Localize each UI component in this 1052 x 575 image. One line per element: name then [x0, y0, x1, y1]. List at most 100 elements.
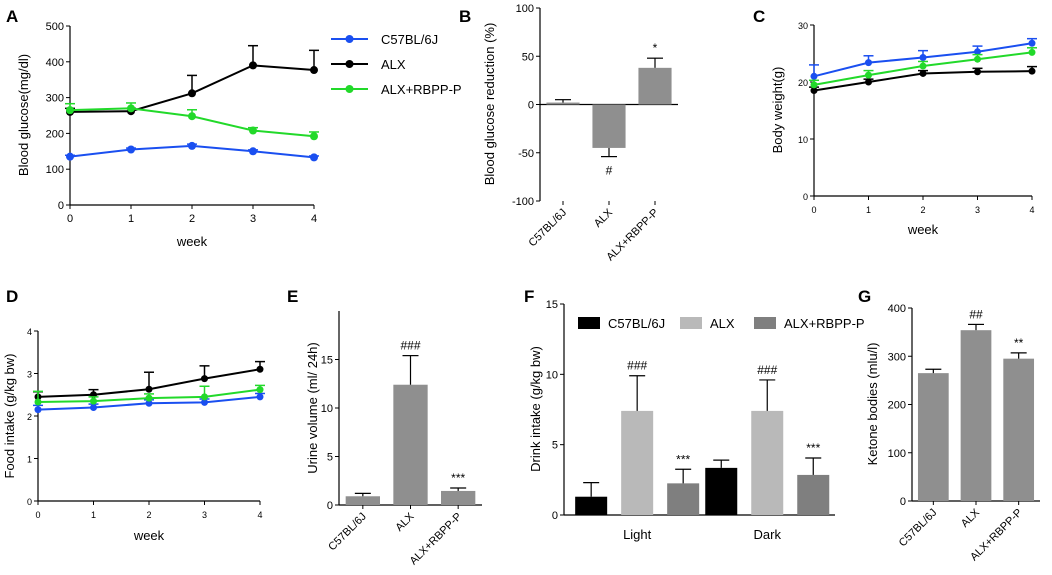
y-tick-label: 300 [888, 351, 906, 363]
legend-label-c57bl-6j: C57BL/6J [608, 316, 665, 331]
y-tick-label: 20 [798, 78, 808, 88]
y-tick-label: 300 [46, 93, 64, 105]
significance-marker: *** [451, 471, 465, 485]
data-point-c57bl-6j [810, 72, 818, 80]
data-point-c57bl-6j [127, 145, 135, 154]
y-axis-title-C: Body weight(g) [770, 67, 785, 154]
significance-marker: ** [1014, 336, 1024, 350]
data-point-alx-rbpp-p [34, 398, 42, 406]
legend-marker-alx-rbpp-p [345, 85, 354, 93]
data-point-alx-rbpp-p [865, 71, 872, 79]
legend-label-alx-rbpp-p: ALX+RBPP-P [784, 316, 865, 331]
data-point-alx-rbpp-p [127, 104, 135, 113]
data-point-alx [188, 89, 196, 98]
data-point-alx [256, 365, 264, 373]
y-tick-label: 15 [546, 299, 558, 311]
y-tick-label: 30 [798, 21, 808, 31]
y-axis-title-A: Blood glucose(mg/dl) [16, 54, 31, 176]
data-point-alx-rbpp-p [66, 106, 74, 115]
panel-label-e: E [287, 287, 298, 306]
y-tick-label: 10 [546, 369, 558, 381]
y-tick-label: 100 [46, 164, 64, 176]
y-tick-label: 400 [888, 303, 906, 315]
data-point-alx [974, 68, 981, 76]
x-tick-label: ALX [393, 510, 417, 534]
y-tick-label: 0 [58, 200, 64, 212]
x-tick-label: C57BL/6J [897, 507, 940, 550]
data-point-alx [310, 66, 318, 75]
x-tick-label: 3 [202, 510, 207, 520]
bar-c57bl-6j-light [575, 496, 608, 515]
data-point-alx [201, 375, 208, 383]
significance-marker: * [653, 41, 658, 55]
x-tick-label: 1 [866, 205, 871, 215]
y-tick-label: -50 [518, 148, 534, 160]
x-tick-label: 2 [146, 510, 151, 520]
y-tick-label: 100 [516, 3, 534, 15]
y-tick-label: 0 [327, 500, 333, 512]
legend-swatch-alx-rbpp-p [754, 317, 776, 329]
data-point-alx-rbpp-p [145, 394, 153, 402]
y-tick-label: 400 [46, 57, 64, 69]
x-tick-label: 4 [311, 213, 317, 225]
bar-alx [393, 384, 428, 505]
legend-label-alx-rbpp-p: ALX+RBPP-P [381, 82, 462, 97]
y-axis-title-F: Drink intake (g/kg bw) [528, 346, 543, 472]
legend-marker-alx [345, 60, 354, 68]
bar-alx-rbpp-p [638, 67, 672, 105]
bar-alx-light [621, 410, 654, 515]
bar-alx [592, 104, 626, 148]
y-tick-label: 200 [46, 128, 64, 140]
x-axis-title-A: week [176, 234, 208, 249]
data-point-alx-rbpp-p [310, 132, 318, 141]
y-tick-label: 5 [552, 440, 558, 452]
bar-alx-dark [751, 410, 784, 515]
data-point-c57bl-6j [145, 399, 153, 407]
x-tick-label: 3 [250, 213, 256, 225]
significance-marker: ### [400, 339, 420, 353]
data-point-c57bl-6j [90, 404, 97, 411]
x-tick-label: C57BL/6J [526, 207, 569, 250]
y-tick-label: 0 [803, 192, 808, 202]
data-point-c57bl-6j [34, 406, 42, 414]
bar-alx-rbpp-p-dark [797, 474, 830, 515]
data-point-c57bl-6j [256, 393, 264, 401]
legend-label-alx: ALX [381, 57, 406, 72]
x-tick-label: Light [623, 527, 652, 542]
y-tick-label: 0 [552, 510, 558, 522]
x-tick-label: 3 [975, 205, 980, 215]
x-axis-title-D: week [133, 528, 165, 543]
y-tick-label: 15 [321, 355, 333, 367]
legend-marker-c57bl-6j [345, 35, 354, 43]
x-tick-label: 4 [257, 510, 262, 520]
y-tick-label: 4 [27, 327, 32, 337]
panel-label-a: A [6, 7, 18, 26]
x-tick-label: 0 [67, 213, 73, 225]
y-tick-label: 0 [27, 497, 32, 507]
bar-alx-rbpp-p [1003, 358, 1035, 501]
legend-swatch-c57bl-6j [578, 317, 600, 329]
data-point-alx [919, 69, 927, 77]
data-point-c57bl-6j [919, 53, 927, 61]
data-point-alx-rbpp-p [1028, 48, 1036, 56]
y-tick-label: 100 [888, 448, 906, 460]
data-point-c57bl-6j [188, 141, 196, 150]
data-point-c57bl-6j [201, 398, 208, 406]
data-point-alx-rbpp-p [249, 126, 257, 135]
data-point-alx [249, 61, 257, 70]
x-tick-label: 0 [35, 510, 40, 520]
data-point-c57bl-6j [1028, 39, 1036, 47]
panel-label-c: C [753, 7, 765, 26]
data-point-alx-rbpp-p [90, 397, 97, 405]
y-tick-label: 0 [900, 496, 906, 508]
significance-marker: ## [969, 307, 983, 321]
data-point-alx [810, 87, 818, 95]
data-point-alx-rbpp-p [256, 386, 264, 394]
significance-marker: *** [806, 441, 820, 455]
x-tick-label: 2 [189, 213, 195, 225]
y-tick-label: 0 [528, 100, 534, 112]
significance-marker: ### [757, 363, 777, 377]
data-point-c57bl-6j [865, 59, 872, 67]
y-axis-title-E: Urine volume (ml/ 24h) [305, 342, 320, 474]
data-point-alx-rbpp-p [201, 393, 208, 401]
